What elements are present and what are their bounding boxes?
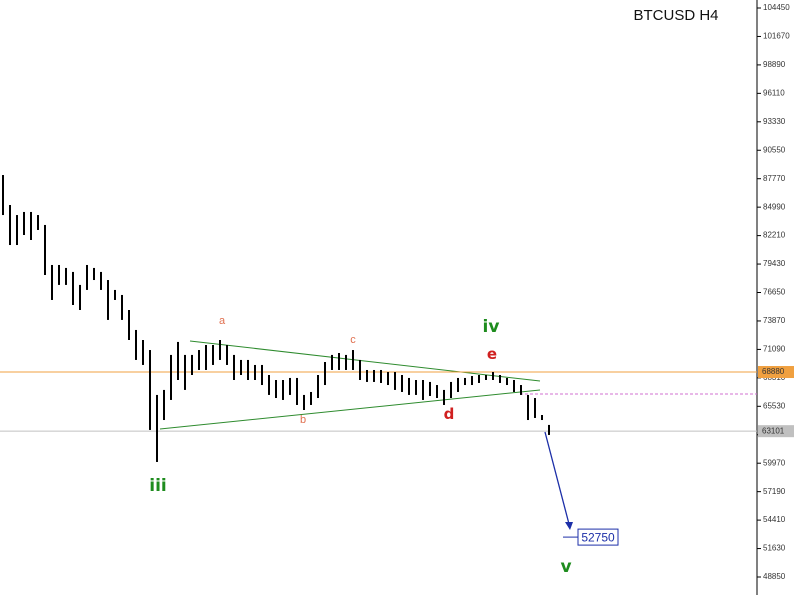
y-tick-label: 65530 [763, 401, 786, 410]
y-tick-label: 59970 [763, 458, 786, 467]
y-tick-label: 87770 [763, 174, 786, 183]
wave-label: b [300, 414, 306, 426]
price-label-box [758, 366, 794, 379]
y-tick-label: 90550 [763, 145, 786, 154]
y-tick-label: 76650 [763, 288, 786, 297]
y-tick-label: 104450 [763, 3, 790, 12]
y-tick-label: 101670 [763, 32, 790, 41]
wave-label: c [350, 334, 356, 346]
wave-label: d [444, 405, 455, 423]
price-label-box [758, 425, 794, 438]
y-tick-label: 51630 [763, 544, 786, 553]
y-tick-label: 96110 [763, 88, 785, 97]
y-tick-label: 79430 [763, 259, 786, 268]
trend-line [189, 340, 541, 382]
y-tick-label: 48850 [763, 572, 786, 581]
wave-label: e [487, 345, 497, 363]
wave-label: a [219, 315, 226, 327]
chart-title: BTCUSD H4 [633, 7, 718, 24]
price-label: 68880 [762, 367, 785, 376]
price-label: 63101 [762, 426, 785, 435]
y-tick-label: 84990 [763, 202, 786, 211]
y-tick-label: 71090 [763, 345, 786, 354]
y-tick-label: 57190 [763, 487, 786, 496]
target-label: 52750 [581, 530, 615, 544]
y-tick-label: 82210 [763, 231, 786, 240]
y-tick-label: 54410 [763, 515, 786, 524]
target-box [577, 528, 619, 546]
y-tick-label: 93330 [763, 117, 786, 126]
projection-arrow [544, 431, 570, 525]
y-tick-label: 98890 [763, 60, 786, 69]
trend-line [159, 389, 541, 430]
y-tick-label: 73870 [763, 316, 786, 325]
wave-label: iv [483, 317, 500, 337]
wave-label: iii [149, 476, 166, 496]
arrow-head [565, 522, 573, 530]
wave-label: v [560, 557, 571, 577]
